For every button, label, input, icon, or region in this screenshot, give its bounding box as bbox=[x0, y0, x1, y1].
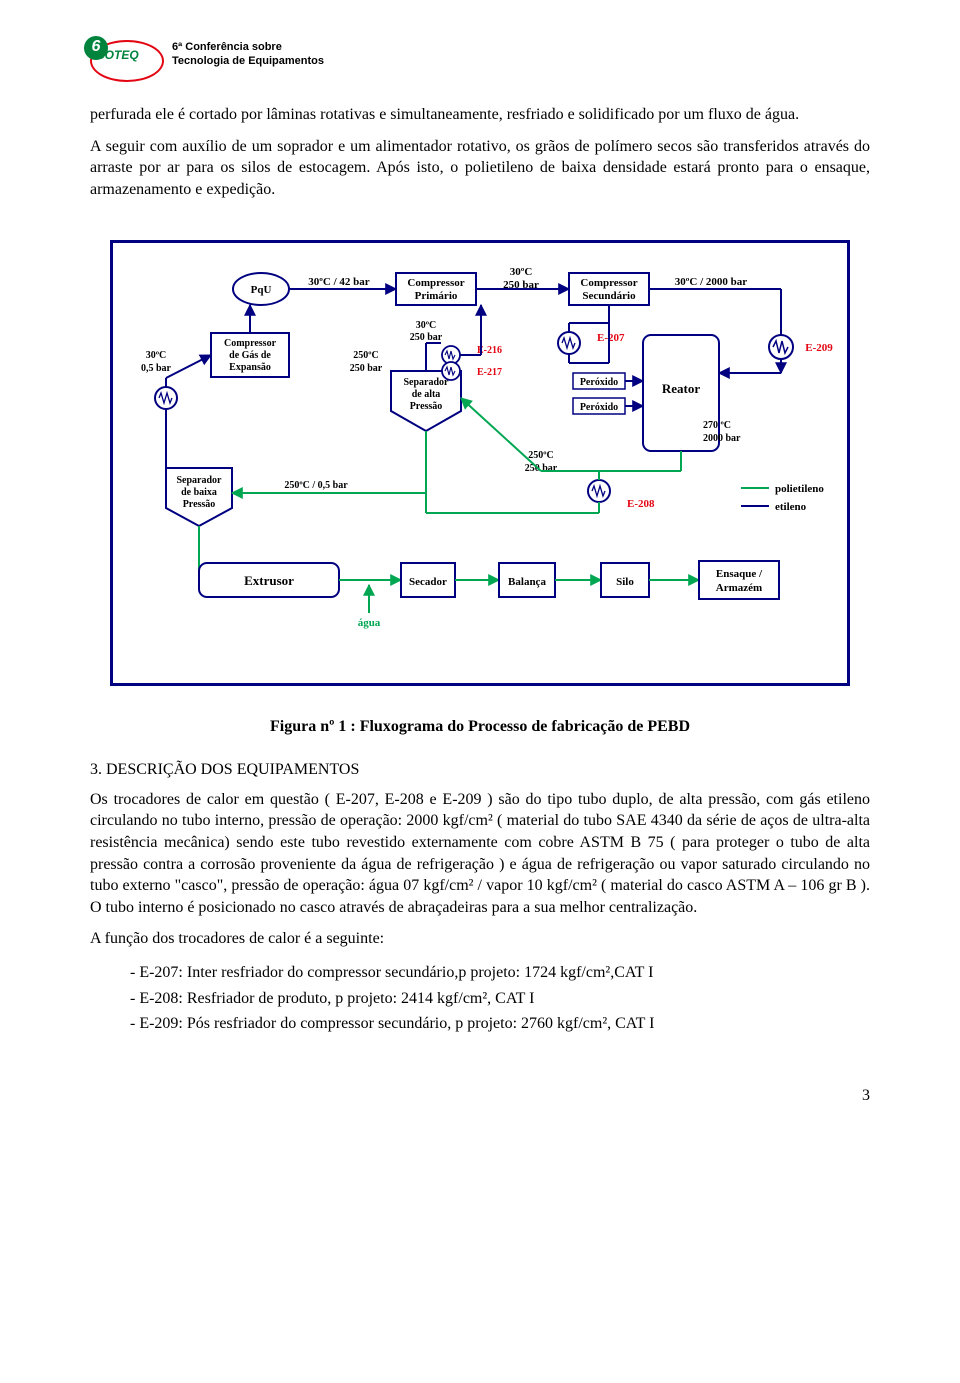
page-number: 3 bbox=[90, 1087, 870, 1105]
svg-text:polietileno: polietileno bbox=[775, 483, 824, 495]
coteq-logo: 6 COTEQ bbox=[90, 40, 160, 80]
page-header: 6 COTEQ 6ª Conferência sobre Tecnologia … bbox=[90, 40, 870, 80]
pqu-label: PqU bbox=[251, 284, 272, 296]
pqu-out-label: 30ºC / 42 bar bbox=[308, 276, 369, 288]
bullet-item: - E-209: Pós resfriador do compressor se… bbox=[130, 1011, 870, 1037]
svg-text:30ºC: 30ºC bbox=[146, 350, 167, 361]
svg-text:Pressão: Pressão bbox=[410, 401, 443, 412]
svg-text:de baixa: de baixa bbox=[181, 487, 217, 498]
svg-text:2000 bar: 2000 bar bbox=[703, 433, 741, 444]
svg-text:Secador: Secador bbox=[409, 576, 447, 588]
svg-text:Armazém: Armazém bbox=[716, 582, 762, 594]
svg-text:E-208: E-208 bbox=[627, 498, 655, 510]
header-line1: 6ª Conferência sobre bbox=[172, 40, 324, 54]
svg-text:Compressor: Compressor bbox=[224, 338, 277, 349]
body-paragraph-3b: A função dos trocadores de calor é a seg… bbox=[90, 928, 870, 950]
svg-text:Balança: Balança bbox=[508, 576, 546, 588]
comp-prim-l2: Primário bbox=[415, 290, 458, 302]
figure-caption: Figura nº 1 : Fluxograma do Processo de … bbox=[90, 716, 870, 738]
bullet-item: - E-208: Resfriador de produto, p projet… bbox=[130, 986, 870, 1012]
svg-text:de Gás de: de Gás de bbox=[229, 350, 271, 361]
process-flow-figure: PqU 30ºC / 42 bar Compressor Primário 30… bbox=[110, 240, 850, 686]
body-paragraph-3: Os trocadores de calor em questão ( E-20… bbox=[90, 789, 870, 919]
section-3-title: 3. DESCRIÇÃO DOS EQUIPAMENTOS bbox=[90, 761, 870, 779]
svg-text:E-207: E-207 bbox=[597, 332, 625, 344]
svg-text:E-209: E-209 bbox=[805, 342, 833, 354]
svg-text:270 ºC: 270 ºC bbox=[703, 420, 731, 431]
svg-text:30ºC / 2000 bar: 30ºC / 2000 bar bbox=[675, 276, 747, 288]
svg-text:250ºC: 250ºC bbox=[528, 450, 554, 461]
svg-text:Separador: Separador bbox=[177, 475, 223, 486]
svg-text:água: água bbox=[358, 617, 381, 629]
svg-text:E-217: E-217 bbox=[477, 367, 502, 378]
svg-text:30ºC: 30ºC bbox=[510, 266, 533, 278]
svg-text:Compressor: Compressor bbox=[580, 277, 637, 289]
svg-text:Secundário: Secundário bbox=[582, 290, 636, 302]
bullet-item: - E-207: Inter resfriador do compressor … bbox=[130, 960, 870, 986]
svg-text:Silo: Silo bbox=[616, 576, 634, 588]
svg-text:0,5 bar: 0,5 bar bbox=[141, 363, 172, 374]
logo-wordmark: COTEQ bbox=[96, 48, 139, 62]
svg-text:Expansão: Expansão bbox=[229, 362, 271, 373]
svg-text:250 bar: 250 bar bbox=[525, 463, 558, 474]
body-paragraph-2: A seguir com auxílio de um soprador e um… bbox=[90, 136, 870, 201]
header-text: 6ª Conferência sobre Tecnologia de Equip… bbox=[172, 40, 324, 69]
header-line2: Tecnologia de Equipamentos bbox=[172, 54, 324, 68]
svg-text:Reator: Reator bbox=[662, 381, 700, 396]
svg-text:Separador: Separador bbox=[404, 377, 450, 388]
svg-text:Pressão: Pressão bbox=[183, 499, 216, 510]
svg-text:30ºC: 30ºC bbox=[416, 320, 437, 331]
svg-text:etileno: etileno bbox=[775, 501, 807, 513]
bullet-list: - E-207: Inter resfriador do compressor … bbox=[130, 960, 870, 1037]
body-paragraph-1: perfurada ele é cortado por lâminas rota… bbox=[90, 104, 870, 126]
svg-text:de alta: de alta bbox=[412, 389, 441, 400]
svg-text:Extrusor: Extrusor bbox=[244, 573, 294, 588]
svg-text:250ºC / 0,5 bar: 250ºC / 0,5 bar bbox=[284, 480, 348, 491]
svg-text:250 bar: 250 bar bbox=[410, 332, 443, 343]
svg-text:Peróxido: Peróxido bbox=[580, 402, 618, 413]
svg-text:250 bar: 250 bar bbox=[350, 363, 383, 374]
svg-text:250ºC: 250ºC bbox=[353, 350, 379, 361]
svg-text:Peróxido: Peróxido bbox=[580, 377, 618, 388]
comp-prim-l1: Compressor bbox=[407, 277, 464, 289]
svg-text:Ensaque /: Ensaque / bbox=[716, 568, 763, 580]
flowchart-svg: PqU 30ºC / 42 bar Compressor Primário 30… bbox=[121, 263, 841, 663]
